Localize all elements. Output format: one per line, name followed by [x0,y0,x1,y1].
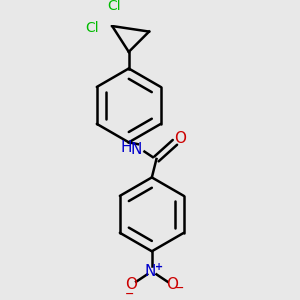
Text: −: − [125,289,134,299]
Text: O: O [175,131,187,146]
Text: N: N [144,264,156,279]
Text: Cl: Cl [107,0,121,13]
Text: O: O [125,277,137,292]
Text: +: + [155,262,163,272]
Text: H: H [120,140,132,155]
Text: N: N [130,142,142,157]
Text: O: O [166,277,178,292]
Text: −: − [175,283,184,293]
Text: Cl: Cl [85,21,99,35]
